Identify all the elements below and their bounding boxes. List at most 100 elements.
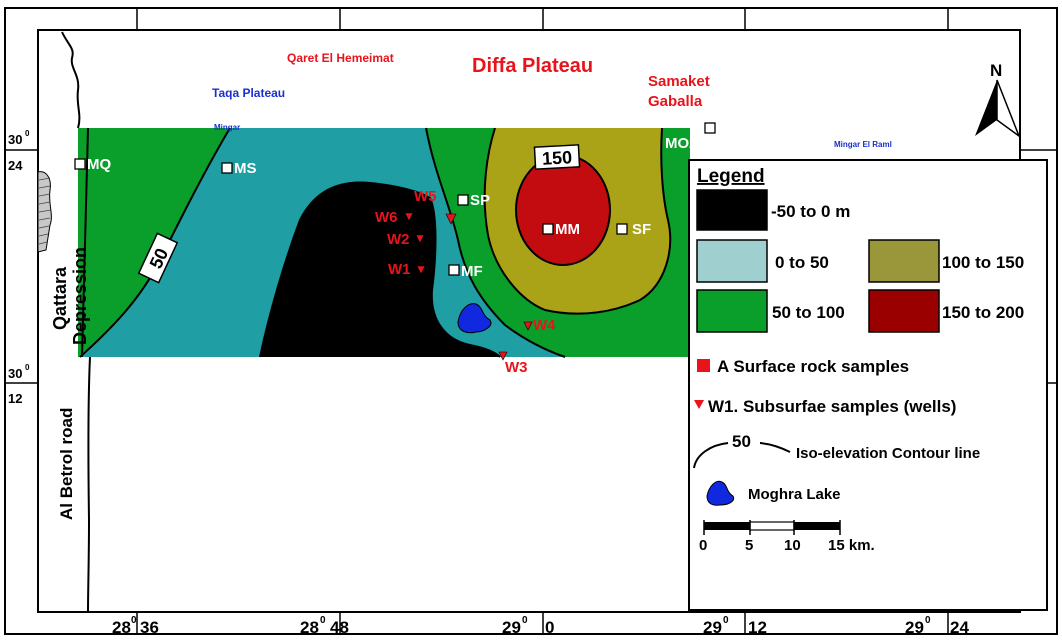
place-qattara: Qattara bbox=[50, 266, 70, 330]
lon-1-min: 36 bbox=[140, 618, 159, 637]
well-marker-w6 bbox=[404, 212, 414, 222]
well-marker-w5 bbox=[445, 213, 457, 225]
sample-label-sp: SP bbox=[470, 192, 490, 209]
legend-label-black: -50 to 0 m bbox=[771, 202, 850, 221]
sample-marker-mm bbox=[542, 223, 554, 235]
contour-label-150: 150 bbox=[533, 144, 581, 170]
moghra-lake bbox=[457, 303, 492, 334]
contour-label-50: 50 bbox=[137, 232, 179, 284]
zone-150-200 bbox=[516, 155, 610, 265]
scale-10: 10 bbox=[784, 537, 801, 554]
sample-label-mf: MF bbox=[461, 263, 483, 280]
lat-top-sup: 0 bbox=[25, 129, 30, 138]
depression-hatch bbox=[37, 171, 52, 253]
north-label: N bbox=[990, 61, 1002, 80]
sample-marker-mq bbox=[74, 158, 86, 170]
lon-5-min: 24 bbox=[950, 618, 969, 637]
place-betrol-road: Al Betrol road bbox=[57, 408, 76, 520]
place-diffa: Diffa Plateau bbox=[472, 55, 593, 77]
sample-label-ms: MS bbox=[234, 160, 257, 177]
lon-3-min: 0 bbox=[545, 618, 554, 637]
place-taqa: Taqa Plateau bbox=[212, 86, 285, 100]
well-marker-w3 bbox=[498, 351, 508, 361]
legend-contour-text: Iso-elevation Contour line bbox=[796, 445, 980, 462]
well-label-w2: W2 bbox=[387, 231, 410, 248]
lon-1-deg: 28 bbox=[112, 618, 131, 637]
well-label-w1: W1 bbox=[388, 261, 411, 278]
lon-labels: 28 0 36 28 0 48 29 0 0 29 0 12 29 0 24 bbox=[112, 615, 969, 637]
scale-15: 15 km. bbox=[828, 537, 875, 554]
legend-label-green: 50 to 100 bbox=[772, 303, 845, 322]
well-label-w3: W3 bbox=[505, 359, 528, 376]
lat-top-min: 24 bbox=[8, 158, 23, 173]
legend-surface-sample-icon bbox=[697, 359, 710, 372]
lon-2-sup: 0 bbox=[320, 615, 326, 626]
scale-bar: 0 5 10 15 km. bbox=[699, 520, 875, 554]
outer-frame bbox=[4, 7, 1058, 635]
legend-swatch-red bbox=[868, 289, 940, 333]
place-mingar-el-raml: Mingar El Raml bbox=[834, 140, 892, 149]
lon-5-deg: 29 bbox=[905, 618, 924, 637]
contour-lines bbox=[79, 127, 672, 358]
legend-label-red: 150 to 200 bbox=[942, 303, 1024, 322]
betrol-road-line bbox=[87, 356, 91, 613]
depression-hatch-lines bbox=[38, 177, 52, 245]
lon-2-deg: 28 bbox=[300, 618, 319, 637]
depression-edge bbox=[61, 31, 81, 129]
legend-contour-value: 50 bbox=[732, 432, 751, 451]
legend-surface-samples: A Surface rock samples bbox=[717, 357, 909, 376]
place-gaballa: Gaballa bbox=[648, 93, 703, 110]
well-markers bbox=[404, 212, 533, 361]
sample-label-mm: MM bbox=[555, 221, 580, 238]
place-depression: Depression bbox=[70, 247, 90, 345]
lon-4-min: 12 bbox=[748, 618, 767, 637]
zone-minus50-0 bbox=[260, 182, 500, 357]
lat-bottom-deg: 30 bbox=[8, 366, 22, 381]
well-label-w4: W4 bbox=[533, 317, 556, 334]
lon-4-sup: 0 bbox=[723, 615, 729, 626]
well-labels: W6 W5 W2 W1 W4 W3 bbox=[375, 188, 556, 376]
surface-samples bbox=[74, 122, 716, 276]
surface-sample-labels: MQ MS SP MM SF MF MO2 bbox=[87, 135, 698, 280]
lat-label-top: 30 0 24 bbox=[8, 129, 30, 173]
well-marker-w1 bbox=[416, 265, 426, 275]
lon-3-sup: 0 bbox=[522, 615, 528, 626]
sample-marker-ms bbox=[221, 162, 233, 174]
legend-box bbox=[688, 159, 1048, 611]
lon-5-sup: 0 bbox=[925, 615, 931, 626]
place-samaket: Samaket bbox=[648, 73, 710, 90]
lon-3-deg: 29 bbox=[502, 618, 521, 637]
place-mingar: Mingar bbox=[214, 123, 240, 132]
legend-swatch-lightblue bbox=[696, 239, 768, 283]
sample-label-mo2: MO2 bbox=[665, 135, 698, 152]
legend-swatch-green bbox=[696, 289, 768, 333]
lat-bottom-min: 12 bbox=[8, 391, 22, 406]
scale-5: 5 bbox=[745, 537, 753, 554]
sample-marker-sf bbox=[616, 223, 628, 235]
lon-2-min: 48 bbox=[330, 618, 349, 637]
well-marker-w4 bbox=[523, 321, 533, 331]
sample-marker-mf bbox=[448, 264, 460, 276]
well-marker-w2 bbox=[415, 234, 425, 244]
lon-1-sup: 0 bbox=[131, 615, 137, 626]
legend-swatch-olive bbox=[868, 239, 940, 283]
scale-0: 0 bbox=[699, 537, 707, 554]
legend-contour-line-icon-right bbox=[759, 442, 791, 453]
sample-marker-sp bbox=[457, 194, 469, 206]
lon-4-deg: 29 bbox=[703, 618, 722, 637]
frame-ticks bbox=[5, 8, 1057, 634]
legend-contour-line-icon bbox=[693, 442, 729, 469]
lat-bottom-sup: 0 bbox=[25, 363, 30, 372]
elevation-raster bbox=[78, 128, 690, 357]
legend-swatch-black bbox=[696, 189, 768, 231]
legend-lake-label: Moghra Lake bbox=[748, 486, 841, 503]
sample-marker-mo2 bbox=[704, 122, 716, 134]
north-arrow-icon: N bbox=[975, 61, 1021, 139]
legend-title: Legend bbox=[697, 166, 765, 187]
place-qaret: Qaret El Hemeimat bbox=[287, 51, 394, 65]
well-label-w5: W5 bbox=[414, 188, 437, 205]
legend: Legend -50 to 0 m 0 to 50 100 to 150 50 … bbox=[688, 159, 1048, 611]
sample-label-mq: MQ bbox=[87, 156, 111, 173]
contour-label-150-text: 150 bbox=[542, 147, 573, 169]
